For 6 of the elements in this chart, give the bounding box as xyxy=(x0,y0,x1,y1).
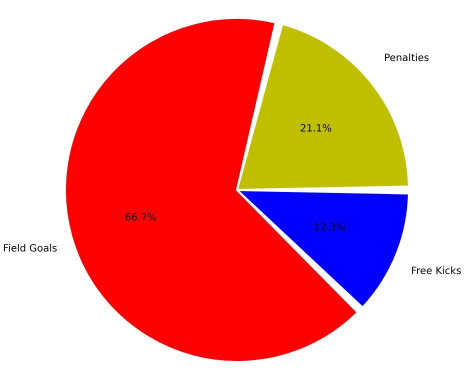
data-label: 66.7% xyxy=(124,212,157,224)
slice-label: Free Kicks xyxy=(411,266,462,277)
slice-label: Penalties xyxy=(384,52,430,64)
data-label: 21.1% xyxy=(300,124,332,135)
data-label: 12.3% xyxy=(314,222,346,234)
slice-label: Field Goals xyxy=(3,244,58,255)
